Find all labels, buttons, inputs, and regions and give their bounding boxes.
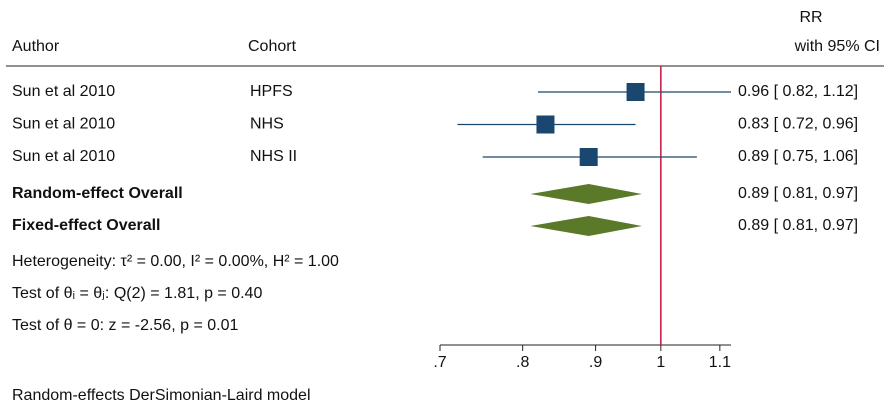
- statistics-note: Test of θ = 0: z = -2.56, p = 0.01: [12, 317, 238, 334]
- footnote: Random-effects DerSimonian-Laird model: [12, 387, 311, 403]
- effect-square: [626, 83, 645, 101]
- effect-square: [579, 148, 598, 166]
- statistics-note: Test of θᵢ = θⱼ: Q(2) = 1.81, p = 0.40: [12, 285, 262, 302]
- author-header: Author: [12, 38, 60, 55]
- x-tick-label: .9: [589, 354, 602, 371]
- effect-label: 0.89 [ 0.81, 0.97]: [738, 217, 858, 234]
- cohort-header: Cohort: [248, 38, 297, 55]
- study-author: Sun et al 2010: [12, 83, 115, 100]
- effect-label: 0.96 [ 0.82, 1.12]: [738, 83, 858, 100]
- statistics-note: Heterogeneity: τ² = 0.00, I² = 0.00%, H²…: [12, 253, 339, 270]
- x-tick-label: .7: [433, 354, 446, 371]
- study-author: Sun et al 2010: [12, 148, 115, 165]
- x-tick-label: .8: [516, 354, 529, 371]
- effect-label: 0.89 [ 0.75, 1.06]: [738, 148, 858, 165]
- effect-square: [536, 115, 555, 134]
- study-cohort: NHS II: [250, 148, 297, 165]
- overall-name: Random-effect Overall: [12, 185, 183, 202]
- x-tick-label: 1: [656, 354, 665, 371]
- study-author: Sun et al 2010: [12, 116, 115, 133]
- overall-diamond: [530, 184, 642, 204]
- study-cohort: HPFS: [250, 83, 293, 100]
- x-tick-label: 1.1: [709, 354, 731, 371]
- effect-label: 0.83 [ 0.72, 0.96]: [738, 116, 858, 133]
- effect-label: 0.89 [ 0.81, 0.97]: [738, 185, 858, 202]
- effect-header: with 95% CI: [794, 38, 880, 55]
- study-cohort: NHS: [250, 116, 284, 133]
- effect-header: RR: [799, 9, 822, 26]
- overall-diamond: [530, 216, 642, 236]
- overall-name: Fixed-effect Overall: [12, 217, 161, 234]
